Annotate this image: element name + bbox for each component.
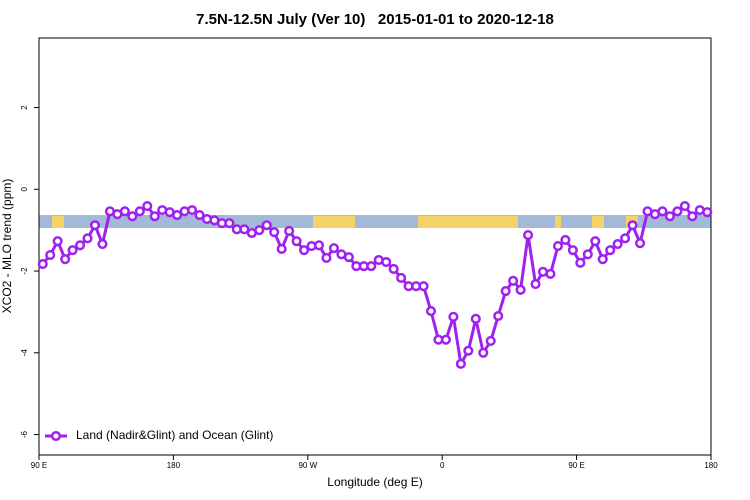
plot-frame bbox=[38, 37, 712, 456]
data-point bbox=[597, 254, 608, 265]
data-point bbox=[702, 207, 713, 218]
data-point bbox=[664, 211, 675, 222]
data-point bbox=[612, 238, 623, 250]
data-point bbox=[321, 252, 332, 263]
data-point bbox=[60, 254, 71, 265]
land-patch bbox=[418, 216, 518, 228]
data-point bbox=[224, 218, 235, 229]
legend-marker bbox=[50, 430, 62, 442]
chart-title: 7.5N-12.5N July (Ver 10) 2015-01-01 to 2… bbox=[196, 11, 554, 28]
legend-label: Land (Nadir&Glint) and Ocean (Glint) bbox=[76, 428, 273, 442]
y-axis-label: XCO2 - MLO trend (ppm) bbox=[0, 179, 14, 314]
x-tick-label: 90 E bbox=[31, 461, 47, 470]
data-point bbox=[523, 230, 534, 241]
data-point bbox=[575, 257, 586, 268]
data-point bbox=[657, 206, 668, 217]
x-axis-label: Longitude (deg E) bbox=[327, 475, 422, 489]
data-point bbox=[425, 306, 437, 317]
data-point bbox=[75, 240, 86, 251]
x-tick-label: 180 bbox=[167, 461, 181, 470]
series-line bbox=[41, 203, 708, 369]
data-point bbox=[418, 281, 429, 292]
x-tick-label: 180 bbox=[704, 461, 718, 470]
x-tick-label: 90 W bbox=[298, 461, 317, 470]
data-point bbox=[582, 249, 593, 260]
data-point bbox=[508, 275, 519, 286]
data-point bbox=[291, 236, 302, 247]
data-point bbox=[313, 240, 325, 251]
data-point bbox=[515, 284, 526, 295]
data-point bbox=[366, 261, 377, 272]
y-tick-label: 2 bbox=[20, 105, 29, 110]
ocean-strip bbox=[39, 215, 711, 228]
data-point bbox=[448, 311, 459, 322]
data-point bbox=[605, 245, 616, 256]
y-tick-label: -6 bbox=[20, 430, 29, 438]
data-point bbox=[328, 243, 339, 254]
plot: -6 -4 -2 0 2 90 E 180 90 W 0 90 E 180 Land (Nadir&G… bbox=[20, 37, 718, 470]
data-point bbox=[440, 334, 451, 345]
data-point bbox=[239, 224, 250, 235]
data-point bbox=[299, 245, 310, 256]
data-point bbox=[261, 220, 272, 231]
data-point bbox=[530, 279, 541, 290]
x-tick-label: 0 bbox=[440, 461, 445, 470]
data-point bbox=[620, 233, 631, 244]
data-point bbox=[119, 206, 130, 217]
data-point bbox=[67, 245, 78, 256]
data-point bbox=[635, 238, 646, 249]
data-point bbox=[276, 243, 287, 255]
data-point bbox=[142, 200, 153, 212]
y-tick-label: -2 bbox=[20, 267, 29, 275]
data-point bbox=[552, 241, 563, 252]
data-point bbox=[388, 263, 399, 275]
data-point bbox=[545, 268, 556, 279]
data-point bbox=[470, 313, 481, 324]
data-point bbox=[187, 205, 198, 216]
y-tick-label: -4 bbox=[20, 349, 29, 357]
data-point bbox=[687, 211, 698, 222]
y-tick-label: 0 bbox=[20, 186, 29, 191]
data-point bbox=[396, 272, 407, 284]
data-point bbox=[567, 245, 578, 256]
data-point bbox=[52, 236, 63, 247]
data-point bbox=[134, 206, 145, 217]
data-point bbox=[500, 286, 511, 297]
data-point bbox=[381, 256, 392, 268]
land-patch bbox=[313, 216, 355, 228]
land-patch bbox=[555, 216, 561, 228]
data-point bbox=[89, 220, 101, 231]
data-point bbox=[172, 209, 183, 221]
data-point bbox=[560, 234, 571, 246]
data-point bbox=[343, 252, 354, 263]
data-point bbox=[269, 227, 280, 238]
data-point bbox=[97, 238, 108, 250]
data-point bbox=[284, 225, 295, 237]
data-point bbox=[679, 200, 690, 212]
data-point bbox=[37, 259, 48, 270]
x-tick-label: 90 E bbox=[568, 461, 584, 470]
data-point bbox=[127, 211, 138, 222]
land-patch bbox=[52, 216, 64, 228]
data-point bbox=[672, 206, 683, 217]
data-point bbox=[194, 209, 205, 221]
data-point bbox=[478, 347, 489, 358]
data-point bbox=[493, 310, 504, 322]
data-point bbox=[590, 236, 601, 247]
data-point bbox=[254, 225, 265, 236]
data-point bbox=[149, 211, 160, 222]
data-point bbox=[45, 250, 56, 261]
data-point bbox=[82, 233, 93, 244]
data-point bbox=[463, 345, 474, 356]
data-point bbox=[455, 358, 466, 369]
data-point bbox=[485, 335, 496, 346]
land-patch bbox=[592, 216, 604, 228]
data-point bbox=[627, 220, 638, 231]
